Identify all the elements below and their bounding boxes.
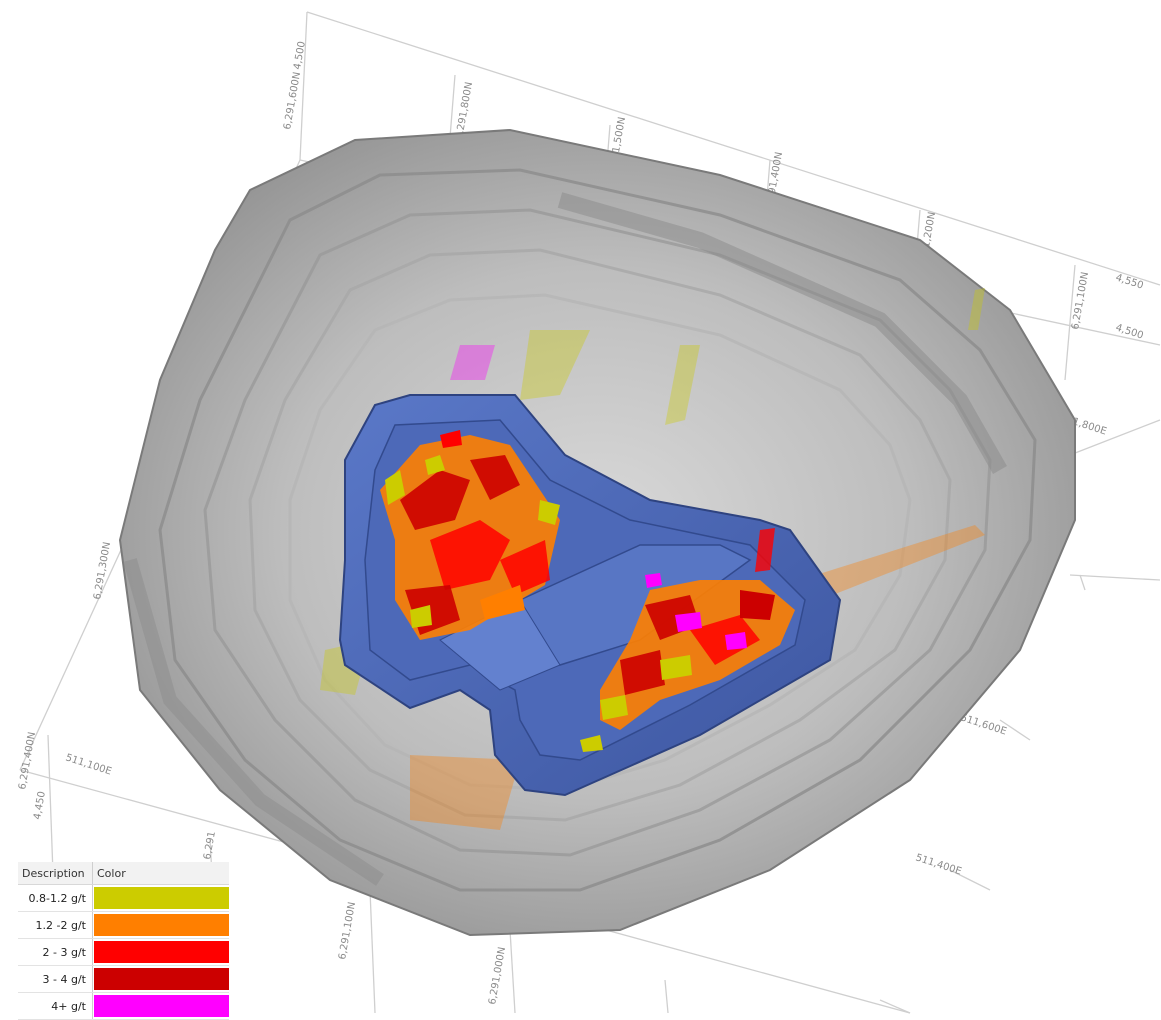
svg-text:6,291,300N: 6,291,300N [92, 541, 113, 600]
legend-header-color[interactable]: Color [92, 862, 229, 885]
svg-text:511,400E: 511,400E [914, 852, 963, 877]
legend-row[interactable]: 4+ g/t [18, 992, 229, 1020]
svg-text:6,291,600N: 6,291,600N [282, 71, 303, 130]
legend-row-label: 4+ g/t [18, 992, 93, 1020]
svg-text:6,291,400N: 6,291,400N [17, 731, 38, 790]
svg-text:4,550: 4,550 [1114, 272, 1145, 291]
legend-row-label: 0.8-1.2 g/t [18, 884, 93, 912]
svg-text:511,100E: 511,100E [64, 752, 113, 777]
svg-text:6,291: 6,291 [202, 830, 218, 860]
color-swatch [94, 914, 229, 936]
color-swatch [94, 941, 229, 963]
grade-blocks [380, 430, 795, 752]
color-swatch [94, 968, 229, 990]
color-swatch [94, 887, 229, 909]
color-swatch [94, 995, 229, 1017]
grade-legend: Description Color 0.8-1.2 g/t 1.2 -2 g/t 2… [18, 862, 229, 1020]
legend-row[interactable]: 2 - 3 g/t [18, 938, 229, 966]
svg-text:6,291,100N: 6,291,100N [337, 901, 358, 960]
legend-header-description[interactable]: Description [18, 862, 93, 885]
svg-text:6,291,000N: 6,291,000N [487, 946, 508, 1005]
legend-row-color [92, 992, 229, 1020]
legend-row-label: 3 - 4 g/t [18, 965, 93, 993]
legend-row-label: 1.2 -2 g/t [18, 911, 93, 939]
legend-row[interactable]: 3 - 4 g/t [18, 965, 229, 993]
legend-row[interactable]: 0.8-1.2 g/t [18, 884, 229, 912]
legend-row-color [92, 884, 229, 912]
legend-row-label: 2 - 3 g/t [18, 938, 93, 966]
svg-text:511,600E: 511,600E [959, 712, 1008, 737]
svg-text:4,500: 4,500 [292, 40, 308, 70]
legend-row[interactable]: 1.2 -2 g/t [18, 911, 229, 939]
grade-shells-outer [320, 288, 985, 830]
legend-row-color [92, 911, 229, 939]
legend-row-color [92, 965, 229, 993]
legend-row-color [92, 938, 229, 966]
svg-text:4,450: 4,450 [32, 790, 48, 820]
